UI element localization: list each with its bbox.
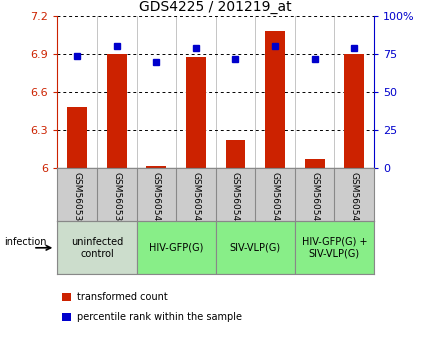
Bar (147, 166, 166, 168)
Bar (57, 221, 136, 274)
Text: percentile rank within the sample: percentile rank within the sample (77, 312, 242, 322)
Text: GSM560541: GSM560541 (191, 172, 201, 227)
Bar (295, 221, 374, 274)
Bar (107, 54, 127, 168)
Text: SIV-VLP(G): SIV-VLP(G) (230, 243, 281, 253)
Text: uninfected
control: uninfected control (71, 237, 123, 259)
Text: HIV-GFP(G): HIV-GFP(G) (149, 243, 203, 253)
Bar (215, 221, 295, 274)
Text: transformed count: transformed count (77, 292, 168, 302)
Bar (186, 57, 206, 168)
Bar (265, 31, 285, 168)
Text: GSM560538: GSM560538 (73, 172, 82, 227)
Text: GSM560540: GSM560540 (152, 172, 161, 227)
Text: HIV-GFP(G) +
SIV-VLP(G): HIV-GFP(G) + SIV-VLP(G) (302, 237, 367, 259)
Bar (226, 140, 245, 168)
Bar (305, 159, 325, 168)
Text: GSM560542: GSM560542 (231, 172, 240, 227)
Text: GSM560539: GSM560539 (112, 172, 121, 227)
Title: GDS4225 / 201219_at: GDS4225 / 201219_at (139, 0, 292, 13)
Text: infection: infection (4, 238, 47, 247)
Bar (67, 107, 87, 168)
Text: GSM560543: GSM560543 (271, 172, 280, 227)
Bar (136, 221, 215, 274)
Text: GSM560545: GSM560545 (350, 172, 359, 227)
Text: GSM560544: GSM560544 (310, 172, 319, 227)
Bar (344, 54, 364, 168)
